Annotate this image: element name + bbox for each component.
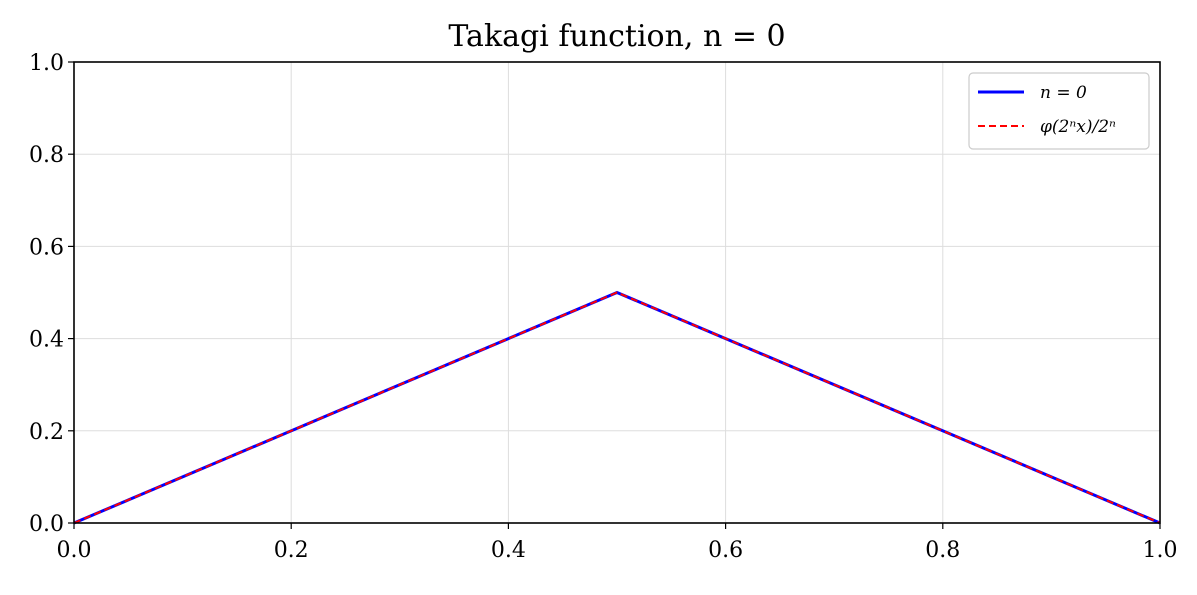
y-tick-label: 1.0 (29, 51, 64, 76)
y-tick-label: 0.2 (29, 420, 64, 445)
x-tick-label: 0.8 (925, 538, 960, 563)
x-tick-label: 0.6 (708, 538, 743, 563)
y-tick-label: 0.6 (29, 235, 64, 260)
plot-frame (73, 61, 1161, 524)
legend-label-1: φ(2ⁿx)/2ⁿ (1040, 117, 1116, 137)
x-tick-label: 1.0 (1143, 538, 1178, 563)
y-tick-label: 0.0 (29, 512, 64, 537)
series-line-1 (73, 291, 1161, 524)
tick-layer: 0.0 0.2 0.4 0.6 0.8 1.0 0.0 0.2 0.4 0.6 0.8 1.0 (29, 51, 1178, 563)
y-tick-label: 0.4 (29, 328, 64, 353)
series-layer (73, 290, 1161, 525)
series-line-0 (73, 290, 1161, 525)
legend-label-0: n = 0 (1040, 83, 1087, 103)
x-tick-label: 0.0 (57, 538, 92, 563)
chart-title: Takagi function, n = 0 (448, 19, 785, 54)
y-tick-label: 0.8 (29, 143, 64, 168)
legend: n = 0 φ(2ⁿx)/2ⁿ (968, 72, 1150, 150)
x-tick-label: 0.4 (491, 538, 526, 563)
x-tick-label: 0.2 (274, 538, 309, 563)
